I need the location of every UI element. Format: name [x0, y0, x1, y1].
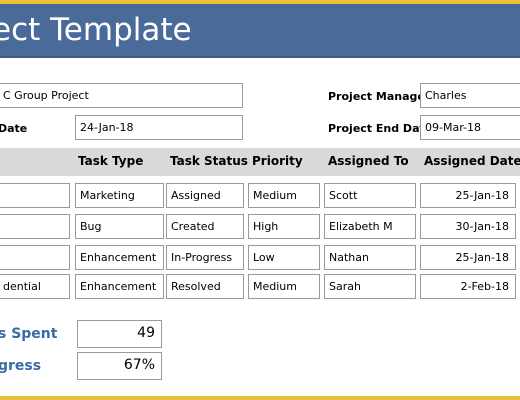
table-row-4-assignee[interactable]: Sarah	[324, 274, 416, 299]
table-row-1-date[interactable]: 25-Jan-18	[420, 183, 516, 208]
progress-field[interactable]: 67%	[77, 352, 162, 380]
table-row-3-status[interactable]: In-Progress	[166, 245, 244, 270]
project-end-date-field[interactable]: 09-Mar-18	[420, 115, 520, 140]
table-row-3-type[interactable]: Enhancement	[75, 245, 164, 270]
table-row-3-date[interactable]: 25-Jan-18	[420, 245, 516, 270]
table-row-4-priority[interactable]: Medium	[248, 274, 320, 299]
column-header-assigned-to: Assigned To	[328, 154, 409, 168]
table-row-1-status[interactable]: Assigned	[166, 183, 244, 208]
table-row-1-type[interactable]: Marketing	[75, 183, 164, 208]
table-row-1-task[interactable]	[0, 183, 70, 208]
column-header-task-status: Task Status	[170, 154, 248, 168]
table-row-2-date[interactable]: 30-Jan-18	[420, 214, 516, 239]
table-row-4-type[interactable]: Enhancement	[75, 274, 164, 299]
project-manager-field[interactable]: Charles	[420, 83, 520, 108]
project-name-field[interactable]: C Group Project	[0, 83, 243, 108]
title-banner: ect Template	[0, 4, 520, 58]
table-row-3-assignee[interactable]: Nathan	[324, 245, 416, 270]
table-row-1-assignee[interactable]: Scott	[324, 183, 416, 208]
table-row-1-priority[interactable]: Medium	[248, 183, 320, 208]
project-end-date-label: Project End Date	[328, 122, 433, 135]
table-row-2-priority[interactable]: High	[248, 214, 320, 239]
table-row-2-task[interactable]	[0, 214, 70, 239]
hours-spent-field[interactable]: 49	[77, 320, 162, 348]
page-title: ect Template	[0, 12, 192, 48]
hours-spent-label: s Spent	[0, 326, 58, 342]
table-header-band	[0, 148, 520, 176]
table-row-4-task[interactable]: dential	[0, 274, 70, 299]
column-header-assigned-date: Assigned Date	[424, 154, 520, 168]
progress-label: gress	[0, 358, 42, 374]
table-row-3-task[interactable]	[0, 245, 70, 270]
table-row-2-status[interactable]: Created	[166, 214, 244, 239]
start-date-field[interactable]: 24-Jan-18	[75, 115, 243, 140]
table-row-4-date[interactable]: 2-Feb-18	[420, 274, 516, 299]
column-header-priority: Priority	[252, 154, 303, 168]
table-row-3-priority[interactable]: Low	[248, 245, 320, 270]
table-row-2-assignee[interactable]: Elizabeth M	[324, 214, 416, 239]
table-row-2-type[interactable]: Bug	[75, 214, 164, 239]
table-row-4-status[interactable]: Resolved	[166, 274, 244, 299]
start-date-label: Date	[0, 122, 28, 135]
column-header-task-type: Task Type	[78, 154, 144, 168]
project-manager-label: Project Manager	[328, 90, 431, 103]
